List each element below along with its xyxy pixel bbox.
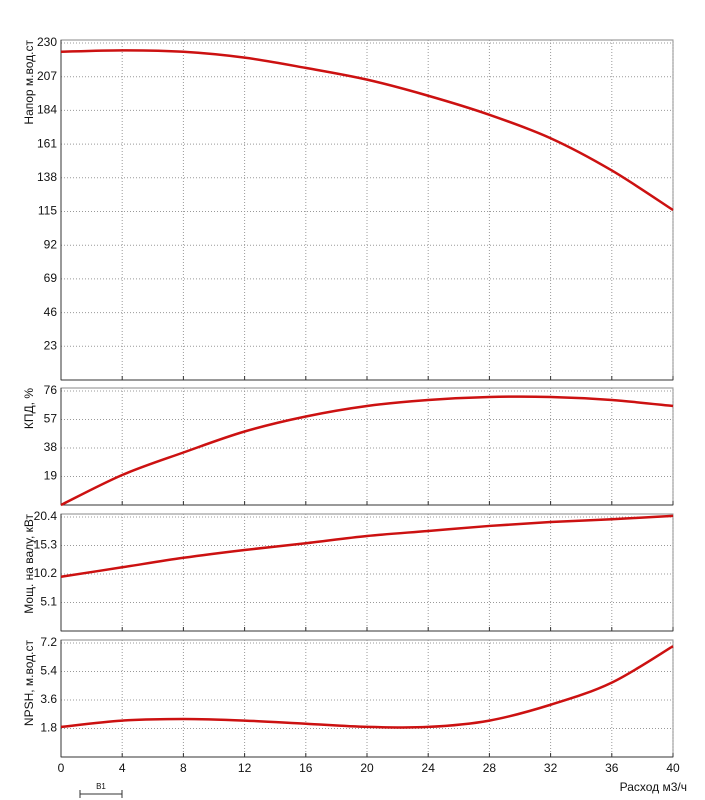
y-axis-label: Напор м.вод.ст bbox=[22, 40, 36, 125]
y-tick-label: 184 bbox=[37, 103, 57, 117]
x-tick-label: 28 bbox=[483, 761, 497, 775]
y-axis-label: NPSH, м.вод.ст bbox=[22, 640, 36, 727]
curve bbox=[60, 49, 674, 212]
x-tick-label: 20 bbox=[360, 761, 374, 775]
y-tick-label: 10.2 bbox=[34, 566, 58, 580]
y-tick-label: 3.6 bbox=[40, 692, 57, 706]
y-tick-label: 5.4 bbox=[40, 664, 57, 678]
scale-label: B1 bbox=[96, 782, 106, 791]
y-tick-label: 76 bbox=[44, 383, 58, 397]
y-tick-label: 46 bbox=[44, 305, 58, 319]
y-tick-label: 92 bbox=[44, 237, 58, 251]
x-axis-label: Расход м3/ч bbox=[620, 780, 687, 794]
y-axis-label: КПД, % bbox=[22, 388, 36, 429]
y-tick-label: 1.8 bbox=[40, 721, 57, 735]
y-tick-label: 5.1 bbox=[40, 595, 57, 609]
x-tick-label: 12 bbox=[238, 761, 252, 775]
y-tick-label: 7.2 bbox=[40, 635, 57, 649]
curve bbox=[60, 645, 674, 729]
y-tick-label: 19 bbox=[44, 469, 58, 483]
x-tick-label: 24 bbox=[422, 761, 436, 775]
y-tick-label: 15.3 bbox=[34, 538, 58, 552]
y-tick-label: 115 bbox=[38, 204, 57, 218]
y-tick-label: 207 bbox=[37, 69, 57, 83]
x-tick-label: 4 bbox=[119, 761, 126, 775]
y-tick-label: 69 bbox=[44, 271, 58, 285]
y-tick-label: 230 bbox=[37, 35, 57, 49]
curve bbox=[60, 395, 674, 507]
y-axis-label: Мощ. на валу, кВт bbox=[22, 514, 36, 614]
x-tick-label: 8 bbox=[180, 761, 187, 775]
y-tick-label: 161 bbox=[37, 136, 57, 150]
y-tick-label: 38 bbox=[44, 440, 58, 454]
x-tick-label: 32 bbox=[544, 761, 558, 775]
x-tick-label: 40 bbox=[666, 761, 680, 775]
x-tick-label: 0 bbox=[58, 761, 65, 775]
curve bbox=[60, 514, 674, 579]
y-tick-label: 20.4 bbox=[34, 509, 58, 523]
y-tick-label: 57 bbox=[44, 412, 58, 426]
y-tick-label: 23 bbox=[44, 338, 58, 352]
x-tick-label: 36 bbox=[605, 761, 619, 775]
x-tick-label: 16 bbox=[299, 761, 313, 775]
y-tick-label: 138 bbox=[37, 170, 57, 184]
